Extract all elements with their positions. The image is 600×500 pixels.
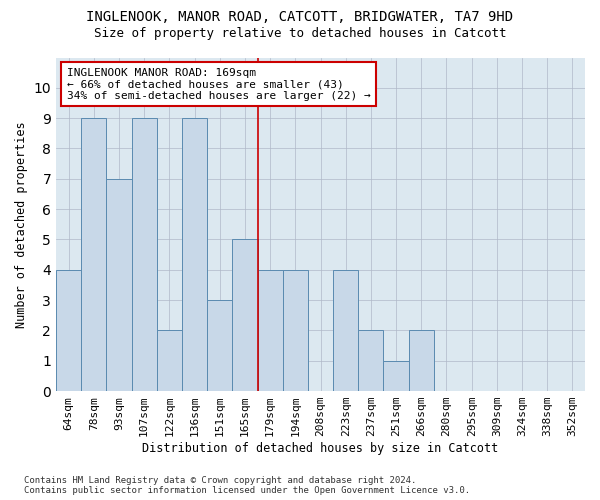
Bar — [232, 240, 257, 391]
Text: Contains HM Land Registry data © Crown copyright and database right 2024.
Contai: Contains HM Land Registry data © Crown c… — [24, 476, 470, 495]
Bar — [383, 361, 409, 391]
Text: Size of property relative to detached houses in Catcott: Size of property relative to detached ho… — [94, 28, 506, 40]
Y-axis label: Number of detached properties: Number of detached properties — [15, 121, 28, 328]
Bar — [409, 330, 434, 391]
Bar — [358, 330, 383, 391]
Bar — [257, 270, 283, 391]
Bar — [131, 118, 157, 391]
Text: INGLENOOK, MANOR ROAD, CATCOTT, BRIDGWATER, TA7 9HD: INGLENOOK, MANOR ROAD, CATCOTT, BRIDGWAT… — [86, 10, 514, 24]
Bar — [182, 118, 207, 391]
Bar — [207, 300, 232, 391]
Bar — [106, 179, 131, 391]
Bar — [81, 118, 106, 391]
Text: INGLENOOK MANOR ROAD: 169sqm
← 66% of detached houses are smaller (43)
34% of se: INGLENOOK MANOR ROAD: 169sqm ← 66% of de… — [67, 68, 370, 100]
Bar — [56, 270, 81, 391]
Bar — [333, 270, 358, 391]
Bar — [283, 270, 308, 391]
X-axis label: Distribution of detached houses by size in Catcott: Distribution of detached houses by size … — [142, 442, 499, 455]
Bar — [157, 330, 182, 391]
